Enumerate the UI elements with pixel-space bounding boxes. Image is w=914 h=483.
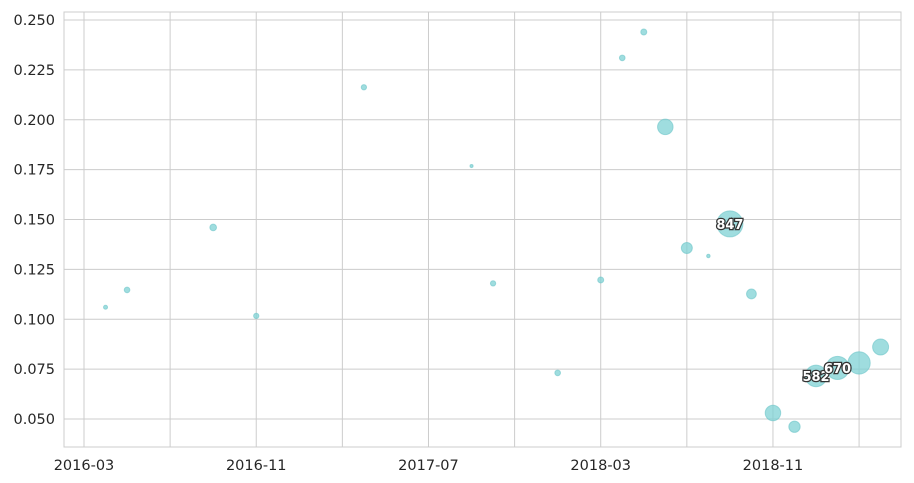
data-point (872, 338, 890, 356)
data-point (716, 210, 744, 238)
y-tick-label: 0.150 (13, 213, 55, 229)
x-tick-label: 2018-11 (743, 458, 804, 474)
y-tick-label: 0.100 (13, 312, 55, 328)
y-tick-label: 0.050 (13, 412, 55, 428)
data-point (123, 286, 131, 294)
data-point (103, 304, 109, 310)
data-point (680, 242, 693, 255)
y-tick-label: 0.075 (13, 362, 55, 378)
y-tick-label: 0.250 (13, 13, 55, 29)
x-tick-label: 2017-07 (398, 458, 459, 474)
data-point (764, 404, 782, 422)
data-point (489, 280, 497, 287)
data-point (209, 223, 217, 232)
plot-frame (63, 11, 902, 448)
data-point (469, 163, 474, 169)
data-label: 582 (802, 370, 829, 385)
points (103, 28, 890, 433)
y-tick-label: 0.125 (13, 262, 55, 278)
x-tick-label: 2016-03 (54, 458, 115, 474)
grid (64, 12, 901, 447)
data-point (618, 54, 626, 62)
data-point (804, 364, 828, 388)
y-tick-label: 0.175 (13, 163, 55, 179)
data-point (360, 84, 368, 91)
x-tick-label: 2016-11 (226, 458, 287, 474)
x-axis: 2016-03 2016-11 2017-07 2018-03 2018-11 (54, 458, 804, 474)
y-tick-label: 0.200 (13, 113, 55, 129)
data-point (554, 369, 561, 377)
y-axis: 0.050 0.075 0.100 0.125 0.150 0.175 0.200 0.225… (13, 13, 55, 428)
data-point (847, 351, 871, 375)
data-point (788, 420, 801, 433)
data-point (706, 253, 711, 259)
x-tick-label: 2018-03 (570, 458, 631, 474)
data-point (253, 312, 260, 320)
y-tick-label: 0.225 (13, 63, 55, 79)
data-point (746, 288, 757, 300)
data-point (640, 28, 648, 36)
data-label: 670 (824, 362, 851, 377)
data-point (597, 276, 605, 284)
data-point (657, 118, 674, 136)
data-label: 847 (716, 218, 743, 233)
